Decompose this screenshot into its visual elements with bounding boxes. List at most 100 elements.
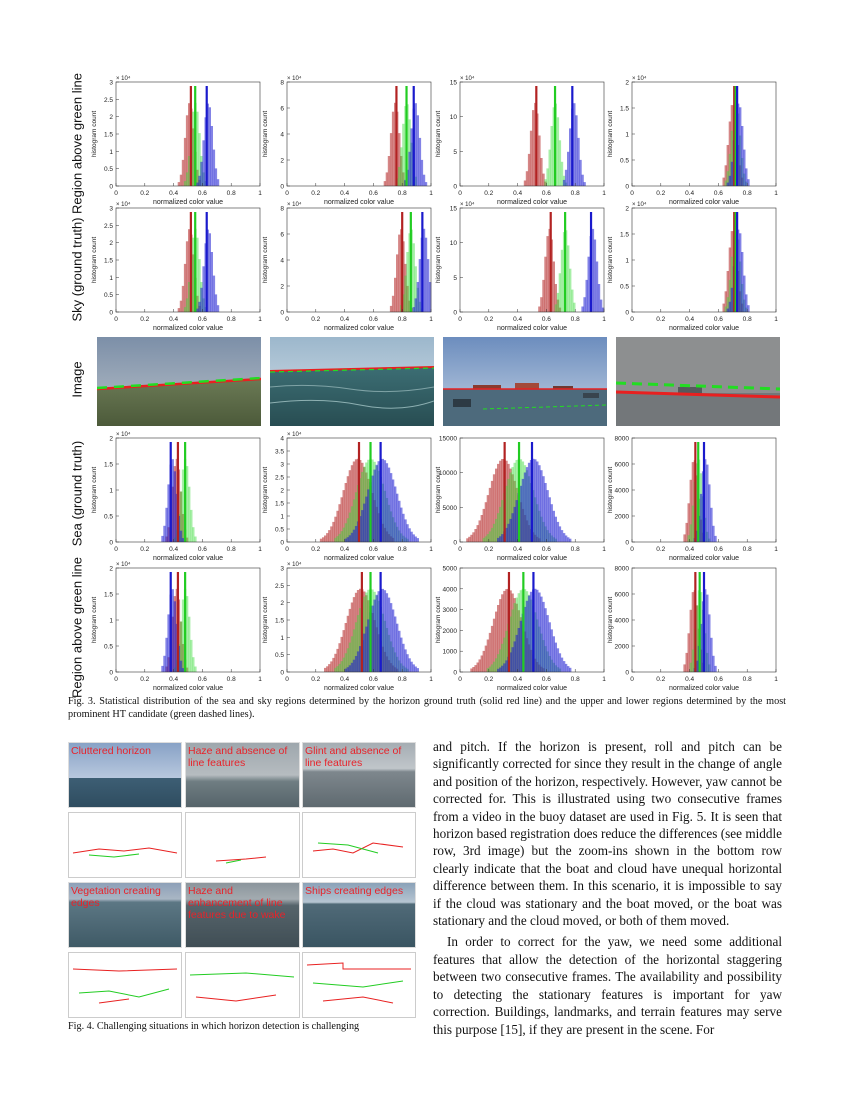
- histogram-svg: 0 5000 10000 15000 0 0.2 0.4 0.6 0.8 1 normalized …: [435, 436, 606, 563]
- y-tick-label: 2: [109, 240, 113, 247]
- histogram-bar-red: [356, 590, 360, 672]
- histogram-bar-red: [352, 461, 356, 542]
- x-tick-label: 0.6: [198, 676, 207, 683]
- x-tick-label: 0.4: [513, 546, 522, 553]
- y-tick-label: 8: [280, 206, 284, 213]
- x-tick-label: 0.4: [685, 190, 694, 197]
- histogram-bar-blue: [365, 626, 368, 672]
- histogram-panel-r5c1: 0 0.5 1 1.5 2 0 0.2 0.4 0.6 0.8 1 × 10⁴ normalized c…: [86, 560, 270, 694]
- histogram-bar-red: [511, 593, 514, 672]
- histogram-panel-r4c3: 0 5000 10000 15000 0 0.2 0.4 0.6 0.8 1 normalized …: [430, 430, 614, 564]
- x-tick-label: 0.2: [656, 316, 665, 323]
- histogram-bar-blue: [704, 459, 707, 542]
- histogram-bar-green: [408, 233, 411, 312]
- histogram-bar-blue: [404, 519, 407, 542]
- histogram-bar-blue: [167, 484, 170, 542]
- histogram-bar-blue: [416, 282, 419, 312]
- histogram-bar-blue: [216, 305, 220, 312]
- x-tick-label: 1: [429, 316, 433, 323]
- x-tick-label: 0: [458, 190, 462, 197]
- histogram-bar-red: [542, 173, 545, 186]
- y-tick-label: 15: [450, 80, 458, 87]
- histogram-bar-blue: [519, 485, 523, 542]
- challenge-label: Glint and absence of line features: [305, 745, 402, 769]
- histogram-bar-green: [198, 133, 201, 186]
- x-axis-label: normalized color value: [153, 199, 223, 206]
- histogram-bar-red: [179, 491, 183, 542]
- edge-map-3: [302, 812, 416, 878]
- histogram-bar-green: [350, 636, 354, 672]
- histogram-bar-blue: [402, 643, 405, 672]
- y-tick-label: 1.5: [275, 501, 284, 508]
- x-tick-label: 0.6: [542, 190, 551, 197]
- y-tick-label: 8: [280, 80, 284, 87]
- histogram-bar-green: [338, 533, 341, 542]
- histogram-bar-green: [495, 658, 498, 672]
- histogram-bar-red: [499, 460, 502, 542]
- histogram-bar-blue: [352, 659, 356, 672]
- x-tick-label: 0.2: [656, 546, 665, 553]
- histogram-bar-blue: [714, 665, 717, 672]
- histogram-bar-blue: [544, 608, 547, 672]
- histogram-bar-red: [348, 470, 352, 542]
- x-tick-label: 0: [458, 676, 462, 683]
- y-tick-label: 10000: [439, 470, 457, 477]
- histogram-bar-red: [554, 284, 557, 312]
- histogram-bar-blue: [414, 536, 417, 542]
- y-tick-label: 0: [453, 540, 457, 547]
- histogram-bar-red: [340, 636, 343, 672]
- x-tick-label: 0.6: [198, 190, 207, 197]
- x-axis-label: normalized color value: [497, 199, 567, 206]
- y-tick-label: 2.5: [104, 223, 113, 230]
- histogram-bar-red: [354, 459, 358, 542]
- histogram-bar-blue: [509, 652, 512, 672]
- histogram-bar-red: [185, 241, 189, 312]
- histogram-bar-blue: [591, 228, 595, 312]
- histogram-bar-red: [474, 665, 477, 672]
- histogram-svg: 0 0.5 1 1.5 2 2.5 3 3.5 4 0 0.2 0.4 0.6 0.8 1 × 10⁴ norm…: [262, 431, 433, 562]
- histogram-bar-blue: [396, 623, 399, 672]
- histogram-bar-blue: [173, 471, 176, 542]
- histogram-bar-red: [391, 111, 395, 186]
- x-tick-label: 0: [630, 676, 634, 683]
- histogram-bar-red: [683, 534, 686, 542]
- x-tick-label: 0.4: [340, 546, 349, 553]
- histogram-bar-blue: [708, 484, 711, 542]
- histogram-bar-green: [689, 524, 692, 542]
- histogram-bar-red: [188, 103, 191, 186]
- y-tick-label: 0: [280, 184, 284, 191]
- histogram-bar-blue: [497, 537, 500, 542]
- y-tick-label: 4: [280, 258, 284, 265]
- histogram-bar-red: [348, 608, 352, 672]
- histogram-bar-red: [542, 279, 545, 312]
- y-tick-label: 2000: [443, 628, 458, 635]
- histogram-bar-green: [181, 469, 185, 542]
- y-tick-label: 1: [109, 488, 113, 495]
- y-tick-label: 0: [109, 310, 113, 317]
- x-tick-label: 1: [774, 546, 778, 553]
- histogram-bar-blue: [387, 597, 391, 672]
- histogram-bar-blue: [747, 305, 750, 312]
- y-tick-label: 1.5: [104, 592, 113, 599]
- histogram-bar-green: [190, 509, 193, 542]
- histogram-bar-red: [179, 300, 183, 312]
- histogram-bar-red: [181, 285, 185, 312]
- y-axis-label: histogram count: [435, 597, 442, 643]
- histogram-bar-blue: [428, 282, 432, 312]
- x-tick-label: 0.6: [369, 190, 378, 197]
- histogram-bar-green: [492, 523, 496, 542]
- histogram-bar-red: [691, 462, 695, 542]
- histogram-bar-blue: [712, 525, 715, 542]
- histogram-bar-green: [361, 471, 364, 542]
- histogram-bar-red: [328, 530, 331, 542]
- histogram-bar-blue: [511, 647, 514, 672]
- histogram-bar-green: [346, 648, 350, 672]
- histogram-bar-blue: [558, 653, 562, 672]
- y-tick-label: 4000: [615, 488, 630, 495]
- histogram-bar-red: [695, 475, 699, 542]
- histogram-bar-blue: [426, 259, 430, 312]
- histogram-bar-red: [188, 229, 191, 312]
- histogram-bar-green: [495, 518, 498, 542]
- histogram-bar-green: [404, 275, 407, 312]
- histogram-bar-blue: [167, 614, 170, 672]
